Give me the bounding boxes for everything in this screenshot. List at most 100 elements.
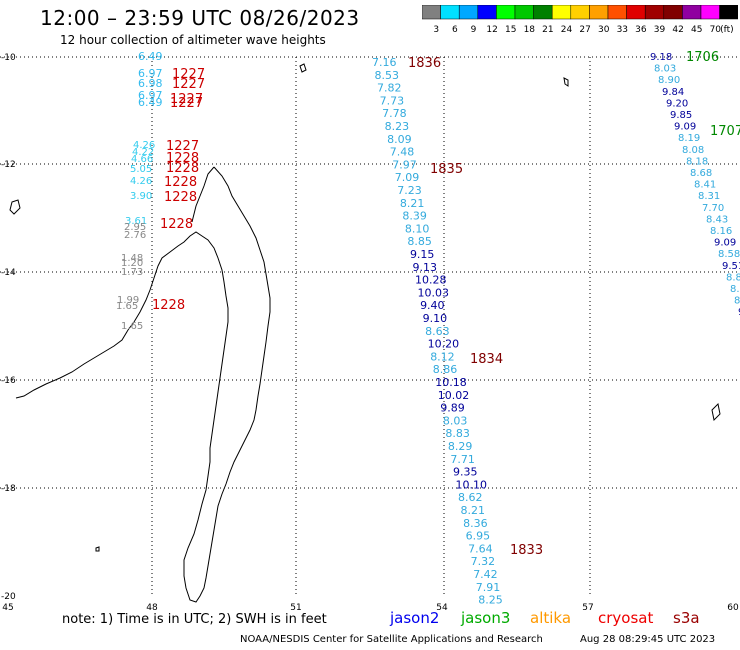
pass-time-label: 1707 [710, 124, 740, 139]
swh-value: 9.51 [722, 261, 740, 272]
colorbar-tick: (ft) [720, 25, 734, 35]
colorbar-tick: 3 [433, 25, 439, 35]
altimeter-tracks: 6.496.976.986.976.4912271227122712274.26… [116, 50, 740, 607]
swh-value: 1.65 [116, 301, 138, 312]
swh-value: 9.84 [662, 87, 684, 98]
swh-value: 1.20 [121, 258, 143, 269]
swh-value: 7.97 [392, 158, 417, 171]
swh-value: 1.99 [117, 295, 139, 306]
swh-value: 8.5 [734, 296, 740, 307]
swh-value: 8.83 [445, 427, 470, 440]
generation-timestamp: Aug 28 08:29:45 UTC 2023 [580, 634, 716, 645]
pass-time-label: 1227 [170, 92, 203, 107]
swh-value: 8.31 [698, 191, 720, 202]
swh-value: 7.16 [372, 56, 397, 69]
swh-value: 10.10 [455, 478, 487, 491]
swh-value: 9.15 [410, 248, 435, 261]
colorbar-tick: 30 [598, 25, 610, 35]
swh-value: 8.86 [433, 363, 458, 376]
legend-s3a: s3a [673, 609, 700, 627]
longitude-label: 51 [290, 603, 301, 610]
colorbar-tick: 33 [617, 25, 628, 35]
colorbar-tick: 21 [542, 25, 553, 35]
latitude-label: -16 [1, 376, 16, 386]
swh-value: 6.49 [138, 96, 163, 109]
swh-value: 5.05 [130, 164, 152, 175]
latitude-label: -14 [1, 268, 16, 278]
pass-time-label: 1227 [166, 139, 199, 154]
swh-value: 9.09 [674, 122, 696, 133]
swh-value: 7.23 [397, 184, 422, 197]
swh-value: 7.78 [382, 107, 407, 120]
swh-value: 8.12 [430, 350, 455, 363]
pass-time-label: 1228 [164, 175, 197, 190]
swh-value: 9.20 [666, 98, 688, 109]
pass-time-label: 1228 [166, 151, 199, 166]
swh-value: 8.21 [400, 197, 425, 210]
longitude-label: 60 [727, 603, 739, 610]
swh-value: 3.61 [125, 216, 147, 227]
footer-note: note: 1) Time is in UTC; 2) SWH is in fe… [62, 612, 327, 627]
swh-value: 8.03 [443, 414, 468, 427]
swh-value: 1.73 [121, 267, 143, 278]
colorbar-tick: 15 [505, 25, 516, 35]
pass-time-label: 1835 [430, 162, 463, 177]
swh-value: 6.49 [138, 50, 163, 63]
swh-value: 9.89 [440, 402, 465, 415]
swh-value: 4.66 [131, 154, 153, 165]
swh-value: 2.76 [124, 230, 146, 241]
swh-value: 8.10 [405, 222, 430, 235]
pass-time-label: 1227 [170, 96, 203, 111]
swh-value: 7.71 [450, 453, 475, 466]
chart-subtitle: 12 hour collection of altimeter wave hei… [60, 33, 326, 47]
swh-value: 10.18 [435, 376, 467, 389]
swh-value: 2.95 [124, 222, 146, 233]
swh-value: 8.29 [448, 440, 473, 453]
pass-time-label: 1228 [164, 190, 197, 205]
coastline [9, 63, 721, 603]
latitude-label: -10 [1, 53, 16, 63]
colorbar-tick: 27 [579, 25, 590, 35]
legend-jason2: jason2 [390, 609, 440, 627]
colorbar-swatch [719, 5, 738, 20]
legend-altika: altika [530, 609, 572, 627]
swh-value: 7.70 [702, 203, 724, 214]
swh-value: 4.26 [133, 140, 155, 151]
madagascar-coastline [15, 166, 271, 603]
swh-value: 10.03 [418, 286, 450, 299]
small-island-4 [711, 402, 721, 422]
swh-value: 10.20 [428, 338, 460, 351]
swh-value: 10.28 [415, 274, 447, 287]
altimeter-map: 6.496.976.986.976.4912271227122712274.26… [0, 50, 740, 610]
pass-time-label: 1227 [172, 77, 205, 92]
colorbar-tick: 9 [471, 25, 477, 35]
swh-value: 8.53 [375, 69, 400, 82]
small-island-5 [95, 546, 100, 552]
pass-time-label: 1833 [510, 543, 543, 558]
colorbar-tick: 42 [672, 25, 683, 35]
swh-value: 8.16 [710, 226, 732, 237]
swh-value: 7.32 [471, 555, 496, 568]
swh-value: 8.08 [682, 145, 704, 156]
swh-value: 10.02 [438, 389, 470, 402]
swh-value: 9.85 [670, 110, 692, 121]
color-scale-legend: 3 6 9 12 15 18 21 24 27 30 33 36 39 42 45 70 (ft) [422, 5, 738, 35]
swh-value: 6.97 [138, 89, 163, 102]
pass-time-label: 1228 [166, 161, 199, 176]
swh-value: 8.43 [706, 214, 728, 225]
swh-value: 8.23 [385, 120, 410, 133]
map-grid [0, 56, 740, 596]
longitude-label: 57 [582, 603, 593, 610]
colorbar-tick: 45 [691, 25, 702, 35]
small-island-2 [299, 63, 307, 73]
swh-value: 8.90 [658, 75, 680, 86]
swh-value: 8.85 [407, 235, 432, 248]
swh-value: 6.98 [138, 77, 163, 90]
swh-value: 1.48 [121, 253, 143, 264]
colorbar-tick: 18 [524, 25, 536, 35]
colorbar-tick: 24 [561, 25, 573, 35]
swh-value: 6.97 [138, 67, 163, 80]
swh-value: 9.40 [420, 299, 445, 312]
small-island-1 [9, 199, 21, 215]
colorbar-tick: 12 [486, 25, 497, 35]
